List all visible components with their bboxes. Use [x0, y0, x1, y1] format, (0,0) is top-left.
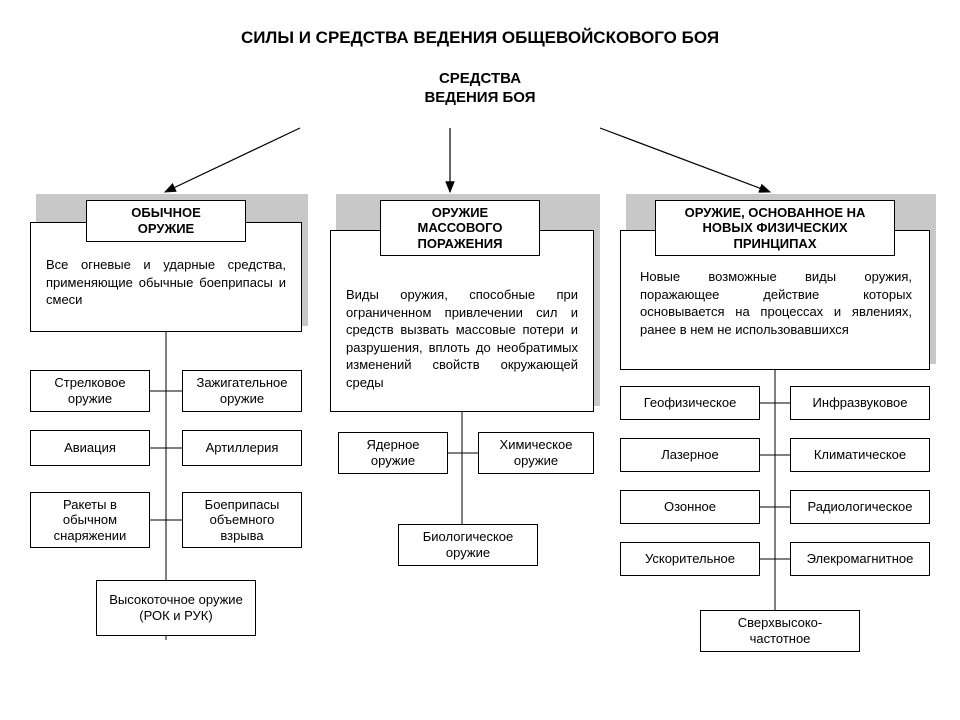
column-description: Виды оружия, способные при ограниченном …	[336, 280, 588, 408]
item-box: Зажигательное оружие	[182, 370, 302, 412]
column-description: Все огневые и ударные средства, применяю…	[36, 250, 296, 320]
item-box: Боеприпасы объемного взрыва	[182, 492, 302, 548]
item-box: Лазерное	[620, 438, 760, 472]
column-header: ОБЫЧНОЕ ОРУЖИЕ	[86, 200, 246, 242]
item-box: Радиологическое	[790, 490, 930, 524]
item-box: Инфразвуковое	[790, 386, 930, 420]
item-box: Ускорительное	[620, 542, 760, 576]
column-header: ОРУЖИЕ МАССОВОГО ПОРАЖЕНИЯ	[380, 200, 540, 256]
main-title: СИЛЫ И СРЕДСТВА ВЕДЕНИЯ ОБЩЕВОЙСКОВОГО Б…	[0, 28, 960, 48]
subtitle: СРЕДСТВА ВЕДЕНИЯ БОЯ	[0, 70, 960, 108]
item-box: Ядерное оружие	[338, 432, 448, 474]
item-box: Ракеты в обычном снаряжении	[30, 492, 150, 548]
column-description: Новые возможные виды оружия, поражающее …	[630, 262, 922, 362]
item-box: Элекромагнитное	[790, 542, 930, 576]
item-box: Биологическое оружие	[398, 524, 538, 566]
item-box: Химическое оружие	[478, 432, 594, 474]
item-box: Высокоточное оружие (РОК и РУК)	[96, 580, 256, 636]
item-box: Стрелковое оружие	[30, 370, 150, 412]
item-box: Геофизическое	[620, 386, 760, 420]
item-box: Озонное	[620, 490, 760, 524]
item-box: Авиация	[30, 430, 150, 466]
column-header: ОРУЖИЕ, ОСНОВАННОЕ НА НОВЫХ ФИЗИЧЕСКИХ П…	[655, 200, 895, 256]
item-box: Артиллерия	[182, 430, 302, 466]
item-box: Климатическое	[790, 438, 930, 472]
item-box: Сверхвысоко- частотное	[700, 610, 860, 652]
